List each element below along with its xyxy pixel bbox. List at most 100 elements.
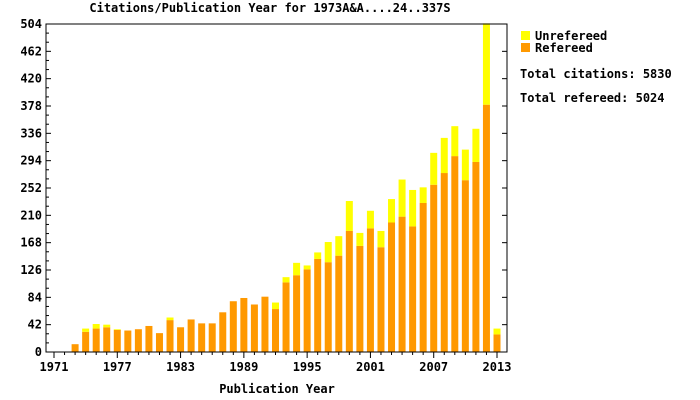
bar-unrefereed-1982 [166,317,174,321]
y-tick-label-210: 210 [20,208,42,222]
bar-unrefereed-1977 [113,329,121,330]
bar-unrefereed-1994 [293,262,301,276]
bar-refereed-1981 [155,333,163,352]
bar-unrefereed-1998 [335,236,343,256]
y-tick-label-168: 168 [20,236,42,250]
bar-refereed-1990 [250,304,258,352]
bar-unrefereed-2001 [366,210,374,229]
bar-unrefereed-2007 [430,152,438,185]
bar-refereed-1979 [134,329,142,352]
bar-unrefereed-2005 [409,189,417,227]
x-tick-label-1995: 1995 [293,360,322,374]
bar-unrefereed-2006 [419,187,427,203]
y-tick-label-84: 84 [28,290,42,304]
total-citations: Total citations: 5830 [520,67,672,81]
bar-unrefereed-1997 [324,242,332,263]
x-tick-label-2007: 2007 [419,360,448,374]
x-axis-label: Publication Year [219,382,335,396]
bar-refereed-2001 [366,228,374,352]
axes-group: 0 42 84 126 168 210 252 294 336 378 420 462 504 1971 1… [20,17,511,374]
x-tick-label-1971: 1971 [40,360,69,374]
bar-unrefereed-2013 [493,328,501,335]
y-tick-label-252: 252 [20,181,42,195]
bar-refereed-1974 [82,331,90,352]
x-tick-label-2001: 2001 [356,360,385,374]
bar-unrefereed-2011 [472,128,480,162]
bar-refereed-1984 [187,319,195,352]
bar-unrefereed-2008 [440,137,448,174]
bar-unrefereed-2010 [461,149,469,181]
x-tick-label-1977: 1977 [103,360,132,374]
bar-refereed-2011 [472,161,480,352]
y-tick-label-294: 294 [20,154,42,168]
bar-refereed-1999 [345,230,353,352]
bar-refereed-1996 [314,258,322,352]
bar-refereed-2008 [440,173,448,352]
bar-refereed-1992 [272,309,279,352]
bar-unrefereed-2012 [482,23,490,105]
bar-refereed-2007 [430,184,438,352]
bar-refereed-2012 [482,104,490,352]
bar-unrefereed-1976 [103,324,111,328]
bar-unrefereed-1992 [272,302,279,310]
bar-unrefereed-1996 [314,252,322,259]
bar-unrefereed-2000 [356,232,364,246]
bar-refereed-1973 [71,344,79,352]
x-tick-label-1983: 1983 [166,360,195,374]
bar-unrefereed-1999 [345,201,353,231]
y-tick-label-42: 42 [28,318,42,332]
y-tick-label-420: 420 [20,72,42,86]
bar-refereed-2004 [398,216,406,352]
bar-refereed-1997 [324,262,332,352]
bar-refereed-1991 [261,296,269,352]
bar-refereed-1978 [124,330,132,352]
bar-refereed-1983 [177,327,185,352]
bar-unrefereed-1974 [82,328,90,332]
y-tick-label-336: 336 [20,126,42,140]
bar-refereed-1982 [166,320,174,352]
bar-refereed-1994 [293,275,301,352]
bar-unrefereed-1995 [303,265,311,270]
bar-refereed-1985 [198,323,206,352]
bar-refereed-1988 [229,301,237,352]
bar-refereed-1980 [145,325,153,352]
bar-unrefereed-1975 [92,324,100,329]
bar-refereed-2005 [409,226,417,352]
bar-refereed-1977 [113,329,121,352]
bar-refereed-1975 [92,328,100,352]
bar-refereed-1987 [219,312,227,352]
x-tick-label-2013: 2013 [483,360,512,374]
y-tick-label-378: 378 [20,99,42,113]
bar-refereed-1995 [303,269,311,352]
bar-refereed-1976 [103,327,111,352]
bar-refereed-2003 [388,222,396,352]
x-tick-label-1989: 1989 [229,360,258,374]
bar-unrefereed-2002 [377,230,385,248]
bars-group [71,23,501,352]
bar-refereed-1998 [335,255,343,352]
bar-refereed-2002 [377,247,385,352]
bar-refereed-2006 [419,202,427,352]
chart-title: Citations/Publication Year for 1973A&A..… [89,1,450,15]
bar-unrefereed-2004 [398,179,406,217]
bar-refereed-1993 [282,282,290,352]
y-tick-label-126: 126 [20,263,42,277]
bar-refereed-2013 [493,334,501,352]
bar-unrefereed-2009 [451,126,459,157]
bar-refereed-1986 [208,323,216,352]
legend-label-refereed: Refereed [535,41,593,55]
bar-refereed-2010 [461,180,469,352]
total-refereed: Total refereed: 5024 [520,91,665,105]
y-tick-label-0: 0 [35,345,42,359]
legend-swatch-unrefereed [521,31,530,40]
bar-unrefereed-1993 [282,277,290,283]
y-tick-label-462: 462 [20,44,42,58]
bar-refereed-2009 [451,156,459,352]
bar-unrefereed-2003 [388,199,396,223]
y-tick-label-504: 504 [20,17,42,31]
legend-swatch-refereed [521,43,530,52]
bar-refereed-2000 [356,245,364,352]
legend-label-unrefereed: Unrefereed [535,29,607,43]
bar-refereed-1989 [240,297,248,352]
